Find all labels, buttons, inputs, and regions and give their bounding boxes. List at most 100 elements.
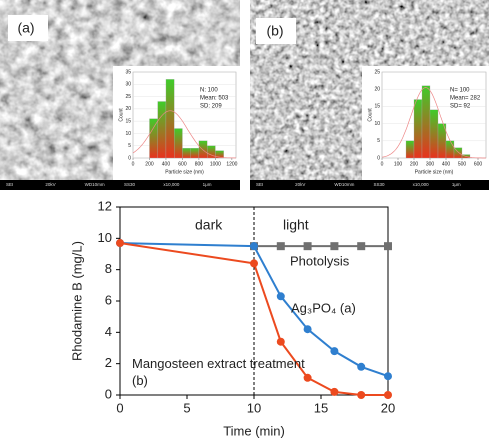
x-tick-label: 15 xyxy=(314,400,328,415)
y-tick-label: 20 xyxy=(125,106,131,112)
y-tick-label: 35 xyxy=(125,69,131,75)
stat: SD= 92 xyxy=(450,104,471,110)
info-text: SEI xyxy=(256,182,263,187)
y-tick-label: 0 xyxy=(105,386,112,401)
y-tick-label: 4 xyxy=(105,324,112,339)
x-axis-label: Particle size (nm) xyxy=(165,169,204,175)
x-tick-label: 0 xyxy=(132,161,135,167)
marker xyxy=(384,372,392,381)
bar xyxy=(198,140,208,159)
marker xyxy=(384,242,392,251)
x-tick-label: 800 xyxy=(195,161,204,167)
x-tick-label: 100 xyxy=(394,161,403,167)
bar xyxy=(445,140,455,159)
bar xyxy=(421,85,431,159)
info-text: 20kV xyxy=(295,182,305,187)
info-text: SS30 xyxy=(124,182,136,187)
y-tick-label: 12 xyxy=(98,198,112,213)
y-tick-label: 20 xyxy=(374,87,380,93)
info-text: 1μm xyxy=(452,182,461,187)
stat: N= 100 xyxy=(450,88,470,94)
y-tick-label: 8 xyxy=(105,261,112,276)
marker xyxy=(276,242,285,251)
stat: Mean: 503 xyxy=(200,96,229,102)
y-tick-label: 10 xyxy=(125,131,131,137)
bar xyxy=(157,101,167,159)
info-text: x10,000 xyxy=(413,182,430,187)
marker xyxy=(330,387,339,396)
marker xyxy=(357,391,366,399)
marker xyxy=(384,391,392,399)
bar xyxy=(165,79,175,159)
stat: SD: 209 xyxy=(200,104,222,110)
bar xyxy=(405,140,415,159)
panel-label: (b) xyxy=(266,23,283,39)
series-label: Mangosteen extract treatment (b) xyxy=(132,356,305,388)
marker xyxy=(303,373,312,382)
marker xyxy=(303,242,312,251)
x-tick-label: 300 xyxy=(426,161,435,167)
y-tick-label: 0 xyxy=(128,155,131,161)
x-tick-label: 5 xyxy=(183,400,190,415)
inset xyxy=(113,66,240,180)
marker xyxy=(330,347,339,356)
y-tick-label: 0 xyxy=(377,155,380,161)
y-tick-label: 25 xyxy=(374,69,380,75)
marker xyxy=(250,242,258,251)
bar xyxy=(190,148,200,159)
x-tick-label: 200 xyxy=(145,161,154,167)
x-tick-label: 0 xyxy=(116,400,123,415)
x-tick-label: 600 xyxy=(178,161,187,167)
bar xyxy=(429,109,439,159)
x-tick-label: 400 xyxy=(162,161,171,167)
y-tick-label: 30 xyxy=(125,82,131,88)
y-tick-label: 25 xyxy=(125,94,131,100)
x-tick-label: 20 xyxy=(381,400,395,415)
info-text: WD10mm xyxy=(334,182,354,187)
bar xyxy=(149,118,158,159)
bar xyxy=(174,128,183,159)
series-label-line: (b) xyxy=(132,373,148,388)
y-tick-label: 10 xyxy=(98,230,112,245)
x-tick-label: 400 xyxy=(442,161,451,167)
y-tick-label: 2 xyxy=(105,355,112,370)
series-label-line: Mangosteen extract treatment xyxy=(132,356,305,371)
y-tick-label: 15 xyxy=(125,118,131,124)
y-tick-label: 10 xyxy=(374,121,380,127)
x-tick-label: 600 xyxy=(474,161,483,167)
info-text: WD10mm xyxy=(85,182,105,187)
info-text: x10,000 xyxy=(163,182,180,187)
info-text: 20kV xyxy=(45,182,55,187)
info-text: SEI xyxy=(6,182,13,187)
info-bar xyxy=(250,180,489,190)
x-tick-label: 10 xyxy=(247,400,261,415)
series-label: Photolysis xyxy=(290,253,350,268)
y-tick-label: 15 xyxy=(374,104,380,110)
marker xyxy=(276,337,285,346)
y-axis-label: Count xyxy=(367,108,373,122)
marker xyxy=(303,325,312,334)
annotation: light xyxy=(283,217,309,233)
fit-curve xyxy=(381,87,486,159)
y-tick-label: 5 xyxy=(377,138,380,144)
x-tick-label: 200 xyxy=(410,161,419,167)
fit-curve xyxy=(132,110,237,159)
x-tick-label: 1000 xyxy=(210,161,221,167)
y-axis-label: Count xyxy=(118,108,124,122)
marker xyxy=(357,242,366,251)
panel-label: (a) xyxy=(17,20,34,36)
info-bar xyxy=(0,180,240,190)
stat: Mean= 282 xyxy=(450,96,481,102)
bar xyxy=(215,150,224,159)
x-axis-label: Particle size (nm) xyxy=(415,169,454,175)
info-text: SS30 xyxy=(374,182,386,187)
marker xyxy=(116,239,124,248)
series-label: Ag₃PO₄ (a) xyxy=(291,300,356,315)
bar xyxy=(453,147,463,159)
stat: N: 100 xyxy=(200,88,218,94)
marker xyxy=(330,242,339,251)
y-axis-label: Rhodamine B (mg/L) xyxy=(69,241,84,361)
marker xyxy=(276,292,285,301)
label-box xyxy=(8,15,48,41)
